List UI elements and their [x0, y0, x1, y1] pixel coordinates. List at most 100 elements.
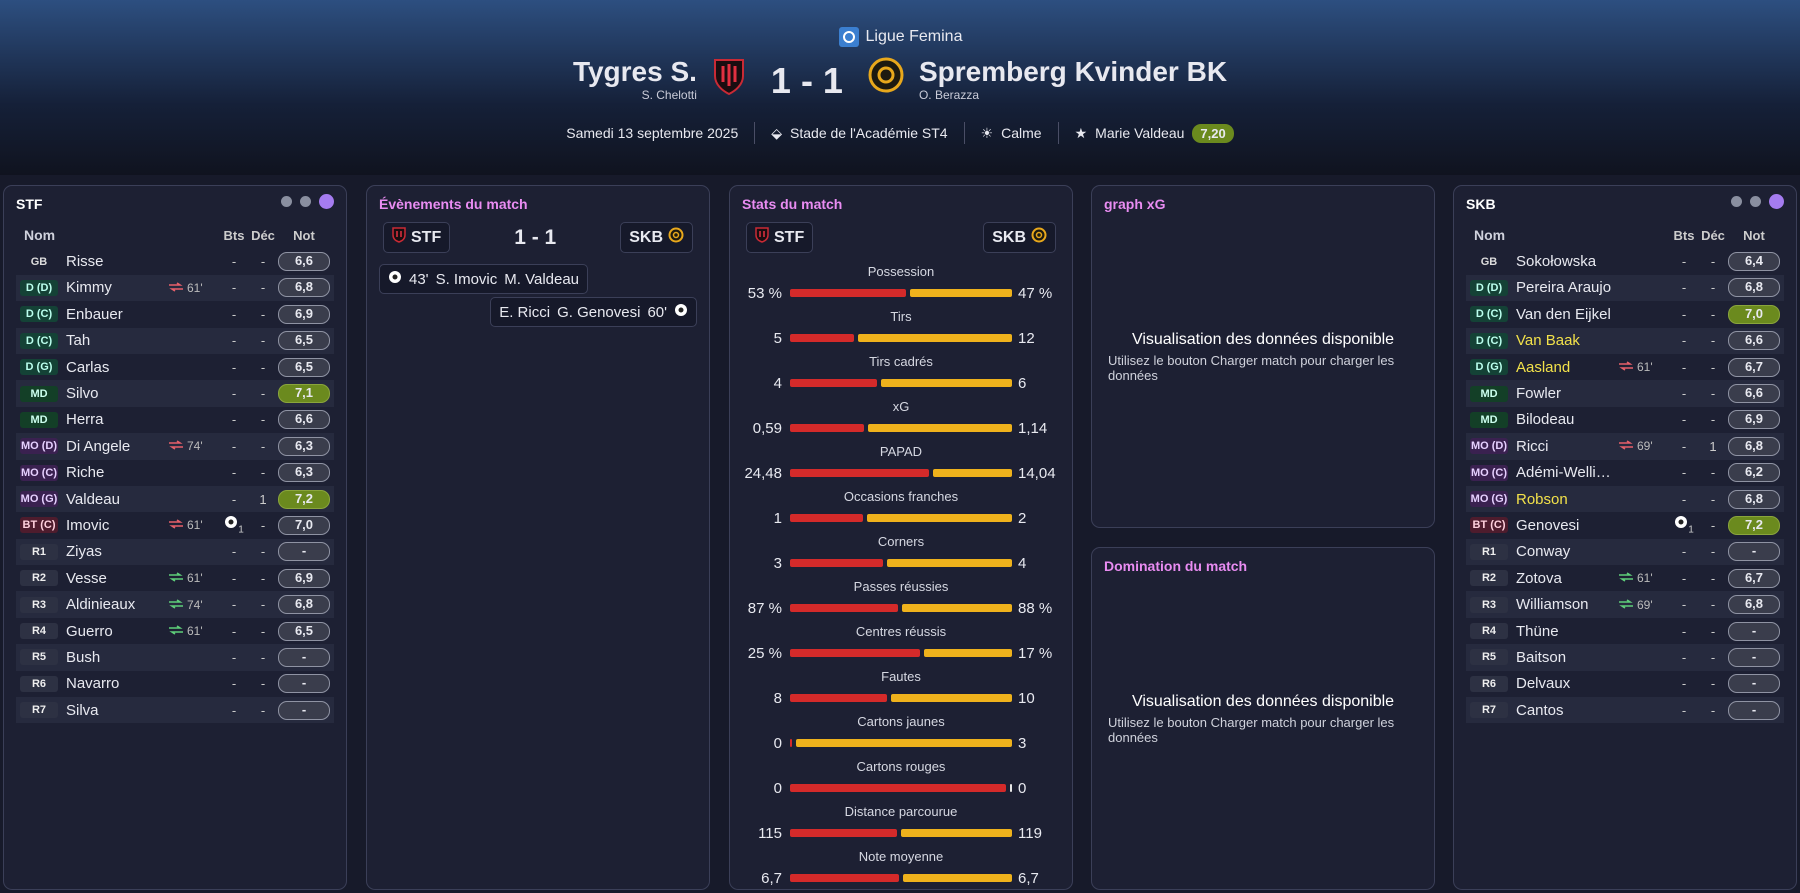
goals: -: [1681, 438, 1687, 454]
player-name: Bilodeau: [1516, 411, 1575, 429]
position: R4: [1470, 623, 1508, 640]
goals-cell: -: [220, 624, 248, 639]
assists: -: [1710, 623, 1716, 639]
goals-cell: -: [1670, 465, 1698, 480]
stat-label: Tirs cadrés: [869, 354, 933, 369]
player-row: MD Silvo - -7,1: [16, 380, 334, 407]
home-value: 8: [773, 689, 782, 707]
stats-panel: Stats du match STF SKB Possession 53 % 47 % T…: [729, 185, 1073, 890]
stat-row: Cartons rouges 0 0: [742, 759, 1060, 799]
panel-title: Stats du match: [742, 196, 843, 212]
goals: -: [231, 465, 237, 481]
rating: 7,1: [278, 384, 330, 404]
goals: -: [1681, 386, 1687, 402]
separator: [1057, 122, 1059, 144]
goals-cell: -: [1670, 307, 1698, 322]
goal-icon: [224, 516, 238, 532]
position: R3: [20, 596, 58, 613]
assists: -: [260, 412, 266, 428]
stat-label: Centres réussis: [855, 624, 947, 639]
player-name: Cantos: [1516, 701, 1564, 719]
goals-cell: -: [1670, 571, 1698, 586]
assists: -: [1710, 412, 1716, 428]
rating: -: [278, 542, 330, 562]
player-row: MO (D) Ricci 69' - 1 6,8: [1466, 433, 1784, 460]
rating: 7,0: [278, 515, 330, 535]
player-name: Williamson: [1516, 596, 1589, 614]
player-name: Zotova: [1516, 569, 1562, 587]
substitution: 69': [1618, 439, 1670, 453]
column-header: Nom: [1474, 227, 1506, 244]
position: R7: [20, 702, 58, 719]
league-name: Ligue Femina: [865, 28, 963, 45]
position: MD: [20, 385, 58, 402]
stat-bar-row: 5 12: [742, 327, 1060, 349]
rating: 6,5: [278, 621, 330, 641]
away-bar: [796, 739, 1012, 747]
event-assist: M. Valdeau: [504, 270, 580, 288]
goals-cell: -: [1670, 624, 1698, 639]
rating: 6,8: [1728, 278, 1780, 298]
stat-row: Fautes 8 10: [742, 669, 1060, 709]
rating: 6,3: [278, 463, 330, 483]
separator: [963, 122, 965, 144]
substitution: 69': [1618, 598, 1670, 612]
rating: 6,8: [278, 278, 330, 298]
home-value: 53 %: [747, 284, 782, 302]
goals-cell: -: [220, 439, 248, 454]
away-bar: [881, 379, 1012, 387]
rating: 7,0: [1728, 304, 1780, 324]
sub-icon: [168, 624, 184, 638]
away-bar: [901, 829, 1012, 837]
rating: 7,2: [278, 489, 330, 509]
home-tag: STF: [746, 222, 814, 253]
stat-row: Passes réussies 87 % 88 %: [742, 579, 1060, 619]
player-row: MO (C) Adémi-Welli… - -6,2: [1466, 460, 1784, 486]
stat-bar-row: 87 % 88 %: [742, 597, 1060, 619]
motm-rating: 7,20: [1192, 123, 1234, 143]
event: E. Ricci G. Genovesi 60': [490, 297, 697, 327]
goals-cell: -: [220, 597, 248, 612]
player-name: Guerro: [66, 622, 113, 640]
event-minute: 43': [409, 270, 429, 288]
placeholder-title: Visualisation des données disponible: [1131, 330, 1395, 348]
substitution: 61': [1618, 360, 1670, 374]
control-dot: [1769, 194, 1784, 209]
home-bar: [790, 694, 887, 702]
home-value: 25 %: [747, 644, 782, 662]
stat-track: [790, 559, 1012, 567]
placeholder: Visualisation des données disponible Uti…: [1108, 693, 1418, 745]
stat-bar-row: 115 119: [742, 822, 1060, 844]
away-bar: [868, 424, 1012, 432]
stat-track: [790, 424, 1012, 432]
player-row: R6 Navarro - - -: [16, 671, 334, 697]
weather: Calme: [1001, 125, 1042, 141]
player-name: Silvo: [66, 385, 99, 403]
away-bar: [866, 514, 1012, 522]
home-team: Tygres S.: [572, 56, 697, 87]
star-icon: ★: [1074, 124, 1088, 141]
stat-row: Distance parcourue 115 119: [742, 804, 1060, 844]
player-row: R2 Zotova 61' - -6,7: [1466, 565, 1784, 591]
home-value: 0: [773, 734, 782, 752]
stat-label: PAPAD: [879, 444, 923, 459]
stat-label: Cartons jaunes: [857, 714, 945, 729]
assists: -: [1710, 333, 1716, 349]
player-row: R4 Thüne - - -: [1466, 618, 1784, 644]
position: R2: [1470, 570, 1508, 587]
sub-minute: 61': [187, 571, 203, 586]
sub-icon: [1618, 571, 1634, 585]
rating: -: [1728, 674, 1780, 694]
position: R4: [20, 623, 58, 640]
panel-title: graph xG: [1104, 196, 1166, 212]
column-header: Not: [293, 227, 315, 243]
stat-label: Distance parcourue: [844, 804, 958, 819]
control-dot: [300, 196, 311, 207]
control-dot: [319, 194, 334, 209]
player-row: BT (C) Genovesi 1 -7,2: [1466, 512, 1784, 538]
goals-cell: -: [1670, 412, 1698, 427]
position: D (G): [20, 359, 58, 376]
league-icon: [838, 27, 859, 47]
goals-cell: -: [220, 465, 248, 480]
assists: -: [260, 676, 266, 692]
